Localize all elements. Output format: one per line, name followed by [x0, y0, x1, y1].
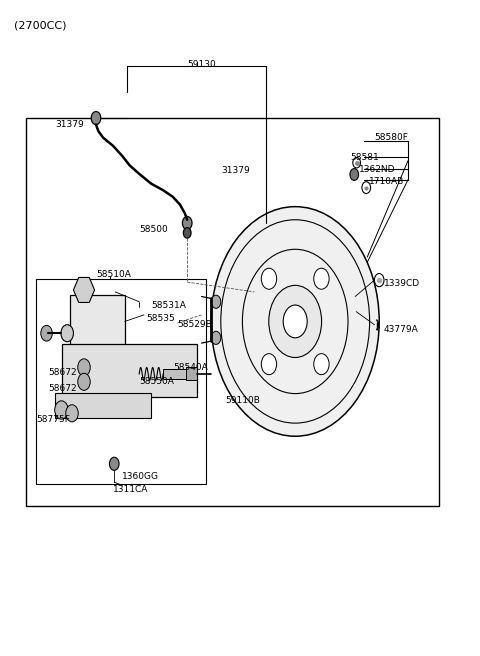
Text: 31379: 31379 — [55, 120, 84, 129]
Text: 1311CA: 1311CA — [113, 485, 148, 494]
Circle shape — [261, 268, 276, 289]
Circle shape — [41, 325, 52, 341]
Text: 1360GG: 1360GG — [122, 472, 159, 481]
Text: 58510A: 58510A — [96, 270, 131, 279]
Text: 59110B: 59110B — [226, 396, 261, 405]
Circle shape — [91, 112, 101, 125]
Text: 59130: 59130 — [187, 60, 216, 69]
Text: 58531A: 58531A — [151, 300, 186, 310]
Circle shape — [78, 359, 90, 376]
Text: 58581: 58581 — [350, 153, 379, 162]
Circle shape — [211, 331, 221, 344]
Circle shape — [183, 228, 191, 238]
Text: 58580F: 58580F — [374, 133, 408, 142]
Bar — [70, 295, 125, 354]
Circle shape — [55, 401, 68, 419]
Circle shape — [269, 285, 322, 358]
Text: (2700CC): (2700CC) — [14, 21, 67, 31]
Circle shape — [314, 354, 329, 375]
Circle shape — [283, 305, 307, 338]
Bar — [163, 369, 187, 379]
Circle shape — [374, 274, 384, 287]
Circle shape — [314, 268, 329, 289]
Text: 58672: 58672 — [48, 368, 77, 377]
Circle shape — [66, 405, 78, 422]
Bar — [55, 393, 151, 418]
Circle shape — [211, 295, 221, 308]
Text: 1710AB: 1710AB — [369, 176, 404, 186]
Circle shape — [109, 457, 119, 470]
Text: 43779A: 43779A — [384, 325, 419, 334]
Circle shape — [61, 325, 73, 342]
Bar — [186, 367, 197, 380]
Text: 58550A: 58550A — [139, 377, 174, 386]
Circle shape — [353, 157, 360, 168]
Bar — [36, 279, 206, 484]
Text: 58540A: 58540A — [173, 363, 207, 372]
Bar — [26, 118, 439, 506]
Text: 58672: 58672 — [48, 384, 77, 393]
Circle shape — [182, 216, 192, 230]
Text: 1362ND: 1362ND — [359, 165, 396, 174]
Circle shape — [261, 354, 276, 375]
Circle shape — [350, 169, 359, 180]
Text: 58535: 58535 — [146, 314, 175, 323]
Circle shape — [211, 207, 379, 436]
Text: 58500: 58500 — [139, 225, 168, 234]
Text: 1339CD: 1339CD — [384, 279, 420, 288]
Bar — [62, 344, 197, 397]
Circle shape — [362, 182, 371, 194]
Text: 58775F: 58775F — [36, 415, 70, 424]
Text: 58529B: 58529B — [178, 320, 212, 329]
Text: 31379: 31379 — [221, 166, 250, 175]
Circle shape — [78, 373, 90, 390]
